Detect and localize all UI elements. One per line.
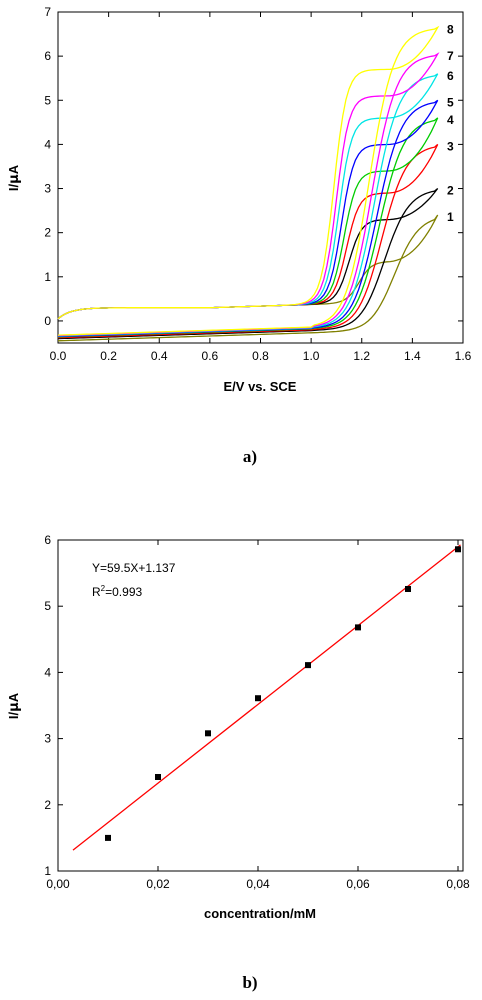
chart-a-y-tick-label: 1 — [44, 270, 51, 284]
curve-label-2: 2 — [447, 184, 454, 198]
chart-a-x-tick-label: 0.6 — [202, 349, 219, 363]
curve-label-4: 4 — [447, 113, 454, 127]
chart-a-y-label-unit: A — [6, 164, 21, 174]
chart-a-x-tick-label: 1.2 — [353, 349, 370, 363]
chart-b-r2-value: =0.993 — [105, 585, 142, 599]
chart-a-frame — [57, 11, 464, 344]
chart-a-y-ticks: 0 1 2 3 4 5 6 7 — [44, 5, 463, 328]
chart-b-y-label-unit: A — [6, 692, 21, 702]
curve-label-5: 5 — [447, 95, 454, 109]
data-point — [305, 662, 311, 669]
chart-b-points — [105, 546, 461, 841]
chart-a-y-axis-label: I/μA — [6, 164, 22, 191]
data-point — [355, 624, 361, 631]
chart-a-curves — [57, 25, 440, 342]
curve-label-6: 6 — [447, 69, 454, 83]
fit-line — [72, 544, 461, 851]
data-point — [405, 585, 411, 592]
data-point — [205, 730, 211, 737]
curve-label-7: 7 — [447, 49, 454, 63]
cv-curve-8 — [57, 25, 440, 336]
chart-b-x-tick-label: 0,02 — [146, 877, 170, 891]
chart-a-x-tick-label: 1.6 — [455, 349, 472, 363]
chart-a-y-label-mu: μ — [7, 174, 22, 184]
chart-b-y-label-main: I/ — [6, 711, 21, 719]
data-point — [255, 695, 261, 702]
chart-b-r2-sup: 2 — [101, 584, 106, 593]
chart-b-x-tick-label: 0,08 — [446, 877, 470, 891]
chart-b-y-tick-label: 4 — [44, 665, 51, 679]
chart-a-x-ticks: 0.0 0.2 0.4 0.6 0.8 1.0 1.2 1.4 1.6 — [50, 12, 472, 363]
chart-b-y-label-mu: μ — [7, 702, 22, 712]
curve-label-8: 8 — [447, 22, 454, 36]
chart-b-y-tick-label: 1 — [44, 864, 51, 878]
chart-a-x-tick-label: 0.0 — [50, 349, 67, 363]
chart-a-x-tick-label: 0.2 — [100, 349, 117, 363]
data-point — [455, 546, 461, 553]
chart-b-x-ticks: 0,00 0,02 0,04 0,06 0,08 — [46, 540, 470, 891]
chart-b-x-tick-label: 0,04 — [246, 877, 270, 891]
data-point — [155, 773, 161, 780]
chart-b-equation: Y=59.5X+1.137 — [92, 561, 176, 575]
chart-a-panel-label: a) — [243, 447, 257, 466]
chart-b-y-tick-label: 5 — [44, 599, 51, 613]
chart-a-x-axis-label: E/V vs. SCE — [224, 379, 297, 394]
chart-a-y-tick-label: 7 — [44, 5, 51, 19]
cv-curve-2 — [57, 187, 439, 340]
chart-b-y-tick-label: 6 — [44, 533, 51, 547]
chart-a-x-tick-label: 0.8 — [252, 349, 269, 363]
chart-b-y-tick-label: 3 — [44, 732, 51, 746]
chart-b-r2: R2=0.993 — [92, 584, 142, 599]
chart-a-y-tick-label: 2 — [44, 226, 51, 240]
chart-a-x-tick-label: 1.4 — [404, 349, 421, 363]
chart-a-x-tick-label: 0.4 — [151, 349, 168, 363]
chart-a-y-tick-label: 6 — [44, 49, 51, 63]
chart-a-y-tick-label: 0 — [44, 314, 51, 328]
chart-a-y-tick-label: 3 — [44, 182, 51, 196]
chart-b-fit — [72, 544, 461, 851]
curve-label-1: 1 — [447, 210, 454, 224]
chart-b-y-axis-label: I/μA — [6, 692, 22, 719]
chart-a: 0.0 0.2 0.4 0.6 0.8 1.0 1.2 1.4 1.6 0 1 2 3 4 5 6 7 1 2 3… — [6, 5, 472, 466]
chart-b-r2-prefix: R — [92, 585, 101, 599]
chart-a-y-label-main: I/ — [6, 183, 21, 191]
chart-b-panel-label: b) — [242, 973, 257, 992]
curve-label-3: 3 — [447, 139, 454, 153]
chart-b-x-axis-label: concentration/mM — [204, 906, 316, 921]
cv-curve-1 — [57, 214, 439, 342]
chart-a-x-tick-label: 1.0 — [303, 349, 320, 363]
chart-a-curve-labels: 1 2 3 4 5 6 7 8 — [447, 22, 454, 224]
chart-b-frame — [57, 539, 464, 872]
data-point — [105, 834, 111, 841]
cv-curve-7 — [57, 52, 440, 337]
chart-b-x-tick-label: 0,00 — [46, 877, 70, 891]
chart-a-y-tick-label: 5 — [44, 93, 51, 107]
chart-b-x-tick-label: 0,06 — [346, 877, 370, 891]
chart-b-y-tick-label: 2 — [44, 798, 51, 812]
chart-b: 0,00 0,02 0,04 0,06 0,08 1 2 3 4 5 6 Y=59.5X+1.13… — [6, 533, 470, 992]
chart-b-y-ticks: 1 2 3 4 5 6 — [44, 533, 463, 878]
chart-a-y-tick-label: 4 — [44, 137, 51, 151]
